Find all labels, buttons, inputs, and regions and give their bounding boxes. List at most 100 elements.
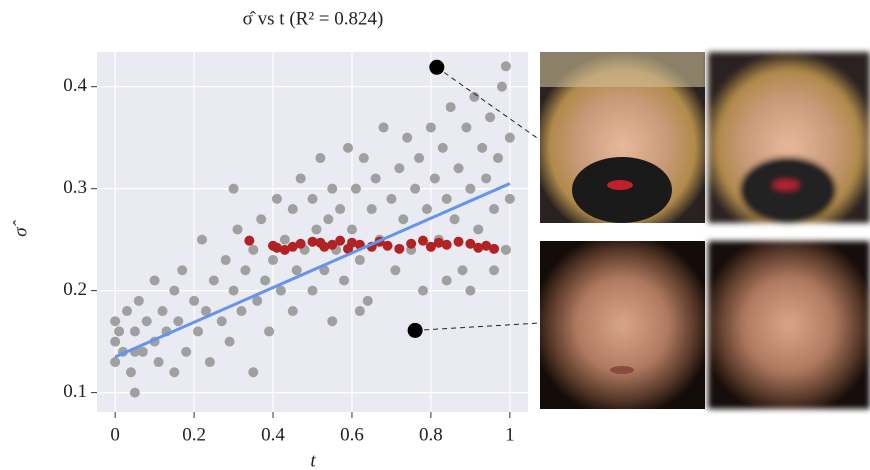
point (196, 234, 207, 245)
point (319, 241, 330, 252)
point (339, 275, 350, 286)
point (461, 122, 472, 133)
point (157, 306, 168, 317)
point (481, 240, 492, 251)
point (129, 387, 140, 398)
point (477, 142, 488, 153)
point (465, 238, 476, 249)
point (358, 153, 369, 164)
point (441, 193, 452, 204)
point (287, 241, 298, 252)
point (496, 81, 507, 92)
point (504, 193, 515, 204)
point (291, 265, 302, 276)
point (252, 295, 263, 306)
point (382, 240, 393, 251)
point (287, 204, 298, 215)
point (421, 204, 432, 215)
point (256, 214, 267, 225)
point (323, 214, 334, 225)
point (279, 244, 290, 255)
point (489, 204, 500, 215)
lips (607, 180, 633, 190)
point (410, 183, 421, 194)
point (489, 243, 500, 254)
point (264, 326, 275, 337)
point (125, 367, 136, 378)
point (216, 316, 227, 327)
point (169, 285, 180, 296)
point (236, 306, 247, 317)
point (343, 142, 354, 153)
lips (610, 366, 634, 374)
point (307, 285, 318, 296)
point (406, 238, 417, 249)
point (453, 163, 464, 174)
x-axis-label: t (310, 450, 316, 470)
point (232, 224, 243, 235)
connector (436, 66, 541, 141)
face-original (540, 241, 705, 409)
gloves (572, 157, 672, 223)
point (429, 173, 440, 184)
chart-title: σ̂ vs t (R² = 0.824) (243, 8, 384, 29)
point (110, 336, 121, 347)
point (465, 285, 476, 296)
point (121, 306, 132, 317)
point (181, 346, 192, 357)
point (402, 132, 413, 143)
point (504, 132, 515, 143)
point (398, 214, 409, 225)
point (271, 242, 282, 253)
point (268, 255, 279, 266)
point (469, 91, 480, 102)
point (346, 224, 357, 235)
point (366, 204, 377, 215)
point (425, 241, 436, 252)
point (378, 122, 389, 133)
point (307, 193, 318, 204)
hair (540, 52, 705, 87)
point (386, 193, 397, 204)
point (279, 234, 290, 245)
y-tick-label: 0.4 (63, 75, 87, 96)
point (295, 173, 306, 184)
point (350, 183, 361, 194)
point (390, 265, 401, 276)
point (129, 326, 140, 337)
point (500, 244, 511, 255)
point (220, 255, 231, 266)
point (193, 326, 204, 337)
point (275, 285, 286, 296)
connector (415, 322, 541, 331)
point (228, 183, 239, 194)
point (394, 163, 405, 174)
point (362, 295, 373, 306)
point (441, 275, 452, 286)
point (149, 275, 160, 286)
point (287, 306, 298, 317)
point (425, 122, 436, 133)
point (473, 224, 484, 235)
y-tick-label: 0.1 (63, 381, 87, 402)
point (133, 295, 144, 306)
point (394, 243, 405, 254)
point (327, 183, 338, 194)
point (500, 61, 511, 72)
point (449, 214, 460, 225)
x-tick-label: 0.2 (182, 424, 206, 445)
point (110, 316, 121, 327)
point (370, 173, 381, 184)
point (418, 285, 429, 296)
y-tick-label: 0.2 (63, 279, 87, 300)
point (177, 265, 188, 276)
point (346, 237, 357, 248)
lips (773, 180, 799, 190)
regression-line (114, 182, 511, 359)
point (311, 224, 322, 235)
point (141, 316, 152, 327)
point (204, 357, 215, 368)
face-reconstructed (708, 241, 870, 409)
point (228, 285, 239, 296)
